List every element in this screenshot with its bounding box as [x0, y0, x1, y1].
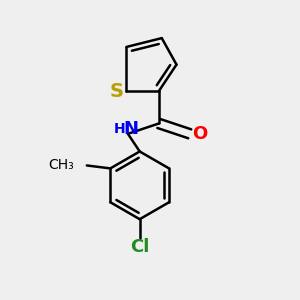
Text: N: N: [123, 120, 138, 138]
Text: S: S: [109, 82, 123, 100]
Text: H: H: [113, 122, 125, 136]
Text: Cl: Cl: [130, 238, 149, 256]
Text: CH₃: CH₃: [49, 158, 74, 172]
Text: O: O: [192, 125, 208, 143]
